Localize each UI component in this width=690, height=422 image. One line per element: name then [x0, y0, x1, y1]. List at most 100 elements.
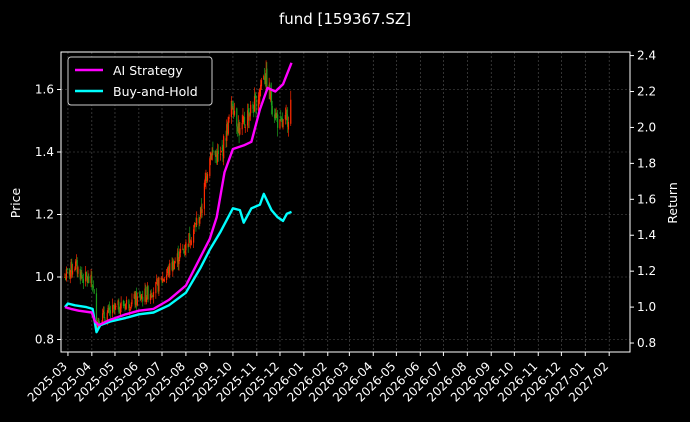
- candle-body: [249, 112, 251, 116]
- candle-body: [112, 305, 115, 306]
- legend-box: [67, 56, 213, 106]
- candle-body: [179, 251, 181, 259]
- candle-body: [166, 271, 168, 273]
- candle-body: [188, 233, 190, 247]
- legend-label-buy-and-hold: Buy-and-Hold: [113, 84, 198, 99]
- candle-body: [266, 68, 268, 92]
- candle-body: [247, 108, 249, 121]
- candle-body: [108, 307, 110, 309]
- candle-body: [172, 260, 174, 272]
- candle-body: [232, 108, 234, 110]
- candle-body: [135, 291, 138, 305]
- candle-body: [171, 262, 173, 270]
- candle-body: [280, 118, 283, 120]
- candle-body: [239, 128, 241, 135]
- candle-body: [264, 80, 266, 84]
- candle-body: [90, 274, 92, 284]
- y-right-tick-label: 1.6: [637, 192, 656, 206]
- candle-body: [172, 261, 175, 271]
- y-right-tick-label: 1.0: [637, 300, 656, 314]
- candle-body: [263, 75, 265, 80]
- candle-body: [252, 104, 254, 109]
- candle-body: [120, 302, 122, 309]
- candle-body: [88, 276, 90, 283]
- candle-body: [81, 276, 84, 278]
- candle-body: [76, 259, 78, 273]
- candle-body: [115, 305, 117, 308]
- candle-body: [270, 91, 273, 106]
- candle-body: [178, 259, 180, 265]
- candle-body: [71, 262, 73, 274]
- candle-body: [142, 296, 144, 302]
- candle-body: [190, 240, 192, 245]
- candle-body: [187, 243, 189, 248]
- candle-body: [135, 293, 137, 306]
- candle-body: [131, 299, 133, 305]
- candle-body: [185, 242, 187, 251]
- candle-body: [263, 77, 266, 81]
- candle-body: [125, 303, 127, 310]
- candle-body: [212, 149, 214, 152]
- candle-body: [161, 279, 163, 283]
- candle-body: [179, 248, 182, 253]
- candle-body: [250, 104, 252, 114]
- candle-body: [285, 112, 287, 114]
- candle-body: [102, 310, 105, 313]
- candle-body: [220, 150, 222, 152]
- candle-body: [210, 154, 212, 160]
- candle-body: [274, 117, 276, 120]
- candle-body: [265, 69, 267, 85]
- candle-body: [275, 113, 277, 118]
- candle-body: [82, 278, 84, 284]
- y-right-tick-label: 0.8: [637, 336, 656, 350]
- candle-body: [255, 95, 257, 113]
- candle-body: [103, 312, 105, 318]
- candle-body: [203, 182, 206, 209]
- candle-body: [243, 118, 245, 120]
- candle-body: [166, 274, 168, 280]
- candle-body: [147, 286, 149, 300]
- candle-body: [140, 298, 142, 300]
- candle-body: [133, 294, 135, 299]
- candle-body: [125, 299, 128, 304]
- candle-body: [233, 110, 235, 116]
- candle-body: [117, 300, 119, 306]
- candle-body: [66, 268, 68, 270]
- candle-body: [130, 305, 132, 308]
- series-line-ai-strategy: [64, 62, 293, 327]
- candle-body: [226, 124, 228, 141]
- candle-body: [216, 154, 218, 164]
- candle-body: [227, 116, 229, 134]
- candle-body: [96, 325, 98, 328]
- candle-body: [219, 154, 222, 155]
- candle-body: [211, 151, 213, 160]
- candle-body: [182, 249, 185, 251]
- candle-body: [236, 108, 238, 127]
- candle-body: [145, 286, 147, 301]
- candle-body: [206, 174, 209, 181]
- candle-body: [70, 262, 72, 273]
- candle-body: [209, 152, 212, 160]
- y-right-tick-label: 1.4: [637, 228, 656, 242]
- candle-body: [163, 279, 165, 282]
- candle-body: [253, 108, 255, 113]
- candle-body: [64, 277, 66, 278]
- candle-body: [108, 307, 111, 311]
- candle-body: [139, 294, 141, 296]
- candle-body: [254, 93, 256, 98]
- y-left-tick-label: 1.2: [35, 208, 54, 222]
- candle-body: [119, 307, 121, 315]
- candle-body: [253, 96, 256, 112]
- candle-body: [183, 252, 185, 253]
- candle-body: [215, 154, 217, 157]
- candle-body: [65, 269, 67, 280]
- y-axis-right-label: Return: [665, 182, 680, 223]
- candle-body: [176, 253, 179, 262]
- candle-body: [86, 278, 88, 283]
- candle-body: [118, 301, 120, 312]
- candle-body: [280, 117, 282, 119]
- plot-frame: [60, 51, 631, 353]
- candle-body: [205, 176, 207, 182]
